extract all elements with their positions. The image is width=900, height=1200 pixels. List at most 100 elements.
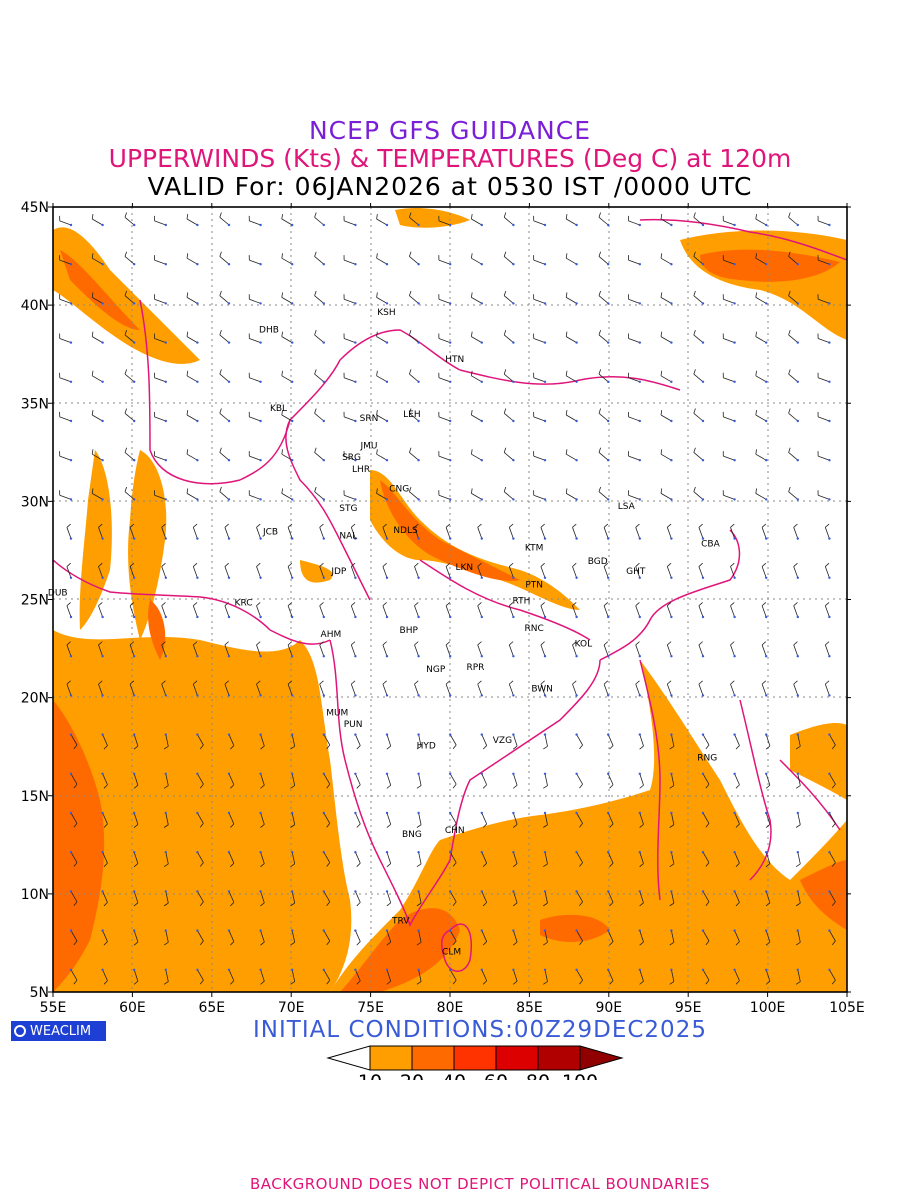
wind-barb [471,375,482,383]
wind-barb [635,644,641,657]
wind-barb-feather [503,486,507,492]
wind-barb-feather [409,290,412,296]
wind-barb-feather [543,942,548,946]
station-dot [101,655,104,658]
station-dot [449,811,452,815]
wind-barb [533,298,546,304]
station-dot [69,733,73,736]
wind-barb [566,336,577,343]
wind-barb [576,812,583,824]
wind-barb-feather [287,562,293,567]
wind-barb [228,734,235,746]
wind-barb [228,969,235,981]
wind-barb [281,375,293,383]
station-dot [101,694,104,697]
station-dot [322,890,325,893]
wind-barb [607,891,614,903]
station-dot [670,968,673,971]
station-dot [101,459,104,462]
wind-barb-feather [543,863,548,868]
wind-barb [92,375,103,383]
station-dot [638,341,641,344]
station-label-srn: SRN [360,414,379,424]
wind-barb [154,455,166,461]
wind-barb-feather [705,979,710,985]
wind-barb [572,683,577,696]
wind-barb-feather [452,823,457,828]
station-dot [701,851,705,854]
wind-barb-feather [755,213,757,220]
wind-barb [471,336,482,343]
station-dot [449,655,452,658]
wind-barb [343,259,356,265]
station-dot [227,419,231,423]
wind-barb [566,414,577,422]
lon-label: 60E [119,1000,146,1016]
station-dot [354,537,357,540]
station-dot [69,929,73,932]
wind-barb-feather [793,523,798,528]
wind-barb-feather [831,823,836,828]
wind-barb [576,969,583,981]
station-dot [480,223,483,227]
wind-barb [124,295,135,304]
wind-barb-feather [452,901,457,906]
station-dot [765,302,768,305]
wind-barb [323,852,331,863]
wind-barb-feather [287,641,293,646]
station-dot [449,263,452,266]
wind-barb-feather [572,680,577,685]
wind-barb [133,773,139,786]
wind-barb [314,334,325,343]
station-dot [259,263,262,266]
station-dot [575,341,578,344]
station-dot [575,968,578,971]
wind-barb [161,644,167,657]
station-dot [133,223,136,227]
station-dot [291,655,294,658]
wind-barb [761,605,767,618]
wind-barb-feather [572,523,577,528]
station-dot [101,419,104,423]
station-dot [701,459,705,462]
lon-label: 105E [829,1000,865,1016]
station-dot [796,615,799,619]
wind-barb [477,605,483,618]
station-dot [164,655,167,658]
wind-barb [281,218,293,226]
wind-barb [660,218,672,226]
station-dot [133,576,136,579]
wind-barb [129,566,135,578]
station-dot [322,968,325,971]
station-dot [164,380,167,383]
wind-barb-feather [825,523,830,528]
station-dot [417,263,420,266]
station-dot [733,733,736,736]
wind-barb [165,969,169,982]
wind-barb [702,734,710,746]
wind-barb [817,259,830,265]
station-dot [164,615,167,619]
wind-barb-feather [161,602,166,607]
initial-conditions: INITIAL CONDITIONS:00Z29DEC2025 [253,1017,707,1043]
wind-barb-feather [290,902,295,907]
wind-barb [797,773,801,786]
wind-barb [186,493,198,500]
station-dot [828,968,831,971]
wind-barb-feather [386,745,391,750]
station-dot [133,694,136,697]
wind-barb [765,773,771,786]
wind-barb [788,295,799,304]
wind-barb-feather [512,784,518,789]
wind-barb-feather [356,862,361,867]
wind-barb [350,527,356,539]
wind-barb [698,605,704,618]
wind-barb [445,605,451,618]
lon-label: 65E [198,1000,225,1016]
station-dot [765,890,768,893]
wind-barb [314,452,325,461]
wind-barb-feather [281,253,283,259]
station-dot [638,419,641,423]
wind-barb [503,256,514,265]
station-dot [354,380,357,383]
